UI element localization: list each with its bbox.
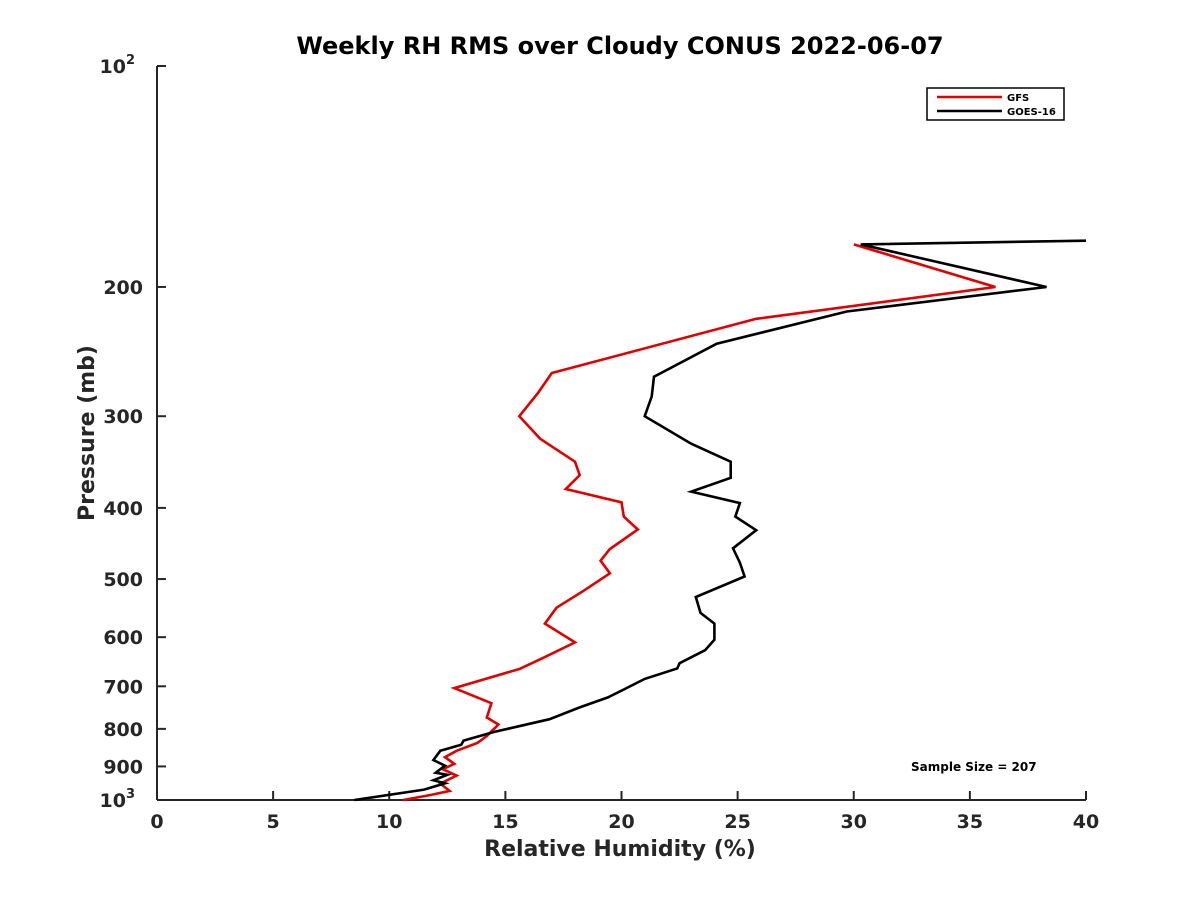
y-tick-exponent: 3 xyxy=(126,787,135,802)
chart-title: Weekly RH RMS over Cloudy CONUS 2022-06-… xyxy=(296,32,943,60)
y-tick-base: 10 xyxy=(100,56,126,78)
y-tick-label: 400 xyxy=(103,498,143,520)
y-tick-label: 10 3 xyxy=(100,787,136,812)
x-axis-label: Relative Humidity (%) xyxy=(484,837,756,862)
series-line-gfs xyxy=(402,243,996,802)
x-tick-label: 35 xyxy=(957,811,983,833)
y-tick-label: 800 xyxy=(103,719,143,741)
y-tick-base: 10 xyxy=(100,790,126,812)
y-tick-label: 900 xyxy=(103,756,143,778)
y-tick-label: 300 xyxy=(103,406,143,428)
legend: GFS GOES-16 xyxy=(926,87,1065,121)
y-tick-label: 500 xyxy=(103,569,143,591)
legend-label-gfs: GFS xyxy=(1007,93,1029,104)
x-tick-label: 20 xyxy=(608,811,634,833)
y-tick-label: 600 xyxy=(103,627,143,649)
y-tick-exponent: 2 xyxy=(126,53,135,68)
y-tick-label: 200 xyxy=(103,277,143,299)
y-axis-label: Pressure (mb) xyxy=(75,345,100,521)
x-tick-label: 40 xyxy=(1073,811,1099,833)
y-tick-label: 10 2 xyxy=(100,53,136,78)
x-tick-label: 30 xyxy=(841,811,867,833)
x-tick-label: 0 xyxy=(150,811,163,833)
series-line-goes16 xyxy=(354,239,1087,802)
sample-size-annotation: Sample Size = 207 xyxy=(911,760,1037,774)
x-tick-label: 10 xyxy=(376,811,402,833)
legend-box xyxy=(926,87,1065,121)
legend-label-goes16: GOES-16 xyxy=(1007,107,1056,118)
x-tick-label: 5 xyxy=(267,811,280,833)
series-layer xyxy=(354,239,1087,802)
x-tick-label: 25 xyxy=(724,811,750,833)
y-tick-label: 700 xyxy=(103,676,143,698)
x-tick-label: 15 xyxy=(492,811,518,833)
